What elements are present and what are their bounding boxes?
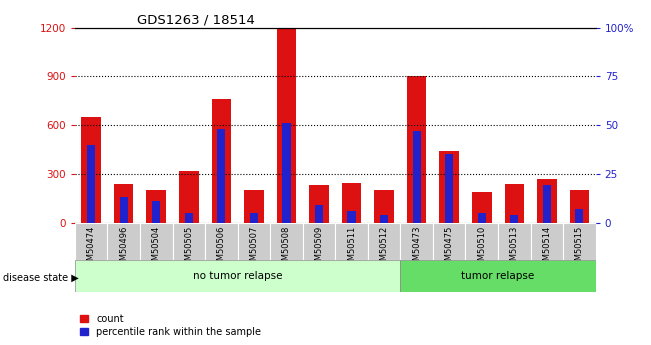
Bar	[478, 213, 486, 223]
Text: GSM50515: GSM50515	[575, 226, 584, 271]
Text: GDS1263 / 18514: GDS1263 / 18514	[137, 13, 255, 27]
Bar	[87, 145, 95, 223]
Text: GSM50513: GSM50513	[510, 226, 519, 271]
Bar	[407, 76, 426, 223]
Bar	[140, 223, 173, 260]
Text: GSM50474: GSM50474	[87, 226, 96, 271]
Text: GSM50508: GSM50508	[282, 226, 291, 271]
Bar	[531, 223, 563, 260]
Bar	[335, 223, 368, 260]
Bar	[575, 209, 583, 223]
Bar	[570, 190, 589, 223]
Bar	[217, 129, 225, 223]
Bar	[505, 184, 524, 223]
Bar	[368, 223, 400, 260]
Bar	[303, 223, 335, 260]
Bar	[107, 223, 140, 260]
Bar	[380, 215, 388, 223]
Text: GSM50473: GSM50473	[412, 226, 421, 271]
Bar	[283, 123, 290, 223]
Bar	[342, 183, 361, 223]
Bar	[152, 201, 160, 223]
Bar	[205, 223, 238, 260]
Bar	[445, 154, 453, 223]
Bar	[400, 260, 596, 292]
Bar	[439, 151, 459, 223]
Bar	[238, 223, 270, 260]
Bar	[250, 213, 258, 223]
Bar	[465, 223, 498, 260]
Text: tumor relapse: tumor relapse	[462, 271, 534, 281]
Text: no tumor relapse: no tumor relapse	[193, 271, 283, 281]
Bar	[400, 223, 433, 260]
Bar	[374, 190, 394, 223]
Bar	[244, 190, 264, 223]
Text: disease state ▶: disease state ▶	[3, 273, 79, 283]
Bar	[510, 215, 518, 223]
Bar	[179, 170, 199, 223]
Bar	[212, 99, 231, 223]
Bar	[146, 190, 166, 223]
Text: GSM50505: GSM50505	[184, 226, 193, 271]
Text: GSM50512: GSM50512	[380, 226, 389, 271]
Bar	[277, 28, 296, 223]
Text: GSM50506: GSM50506	[217, 226, 226, 271]
Text: GSM50511: GSM50511	[347, 226, 356, 271]
Bar	[472, 193, 492, 223]
Text: GSM50510: GSM50510	[477, 226, 486, 271]
Bar	[81, 117, 101, 223]
Bar	[413, 131, 421, 223]
Bar	[173, 223, 205, 260]
Bar	[348, 211, 355, 223]
Text: GSM50507: GSM50507	[249, 226, 258, 271]
Bar	[185, 213, 193, 223]
Bar	[75, 260, 400, 292]
Bar	[114, 184, 133, 223]
Bar	[309, 185, 329, 223]
Bar	[120, 197, 128, 223]
Text: GSM50496: GSM50496	[119, 226, 128, 271]
Bar	[270, 223, 303, 260]
Legend: count, percentile rank within the sample: count, percentile rank within the sample	[79, 314, 261, 337]
Bar	[563, 223, 596, 260]
Bar	[315, 205, 323, 223]
Bar	[543, 186, 551, 223]
Text: GSM50504: GSM50504	[152, 226, 161, 271]
Bar	[433, 223, 465, 260]
Text: GSM50514: GSM50514	[542, 226, 551, 271]
Bar	[498, 223, 531, 260]
Bar	[537, 179, 557, 223]
Text: GSM50509: GSM50509	[314, 226, 324, 271]
Bar	[75, 223, 107, 260]
Text: GSM50475: GSM50475	[445, 226, 454, 271]
